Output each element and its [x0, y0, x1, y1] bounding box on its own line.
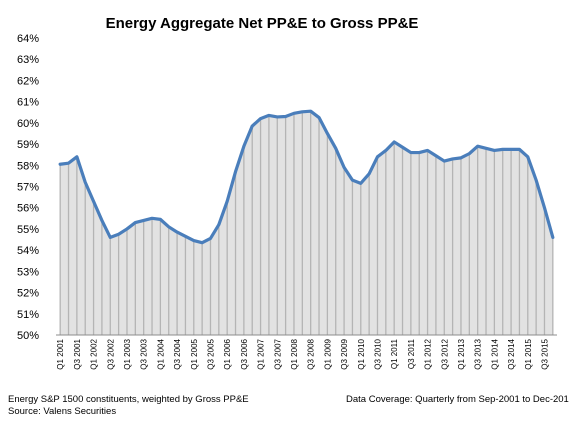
y-tick-label: 60%	[17, 118, 39, 130]
y-tick-label: 63%	[17, 54, 39, 66]
y-tick-label: 50%	[17, 330, 39, 342]
x-tick-label: Q3 2015	[540, 338, 549, 369]
y-tick-label: 54%	[17, 245, 39, 257]
x-tick-label: Q1 2012	[424, 338, 433, 369]
y-tick-label: 59%	[17, 139, 39, 151]
y-tick-label: 55%	[17, 224, 39, 236]
y-tick-label: 61%	[17, 97, 39, 109]
x-tick-label: Q1 2004	[156, 338, 165, 369]
x-tick-label: Q3 2006	[240, 338, 249, 369]
y-axis-labels: 64% 63% 62% 61% 60% 59% 58% 57% 56% 55% 54% 53% 52% 5…	[17, 33, 39, 342]
x-tick-label: Q1 2009	[323, 338, 332, 369]
series-line	[58, 109, 555, 245]
x-tick-label: Q3 2011	[407, 338, 416, 369]
chart: Energy Aggregate Net PP&E to Gross PP&E …	[17, 15, 557, 370]
y-tick-label: 62%	[17, 75, 39, 87]
y-tick-label: 58%	[17, 160, 39, 172]
chart-title: Energy Aggregate Net PP&E to Gross PP&E	[106, 15, 419, 32]
x-tick-label: Q3 2007	[273, 338, 282, 369]
x-tick-label: Q1 2001	[56, 338, 65, 369]
footnote-constituents: Energy S&P 1500 constituents, weighted b…	[8, 394, 249, 405]
x-tick-label: Q1 2013	[457, 338, 466, 369]
x-tick-label: Q3 2009	[340, 338, 349, 369]
x-tick-label: Q1 2011	[390, 338, 399, 369]
x-tick-label: Q3 2010	[373, 338, 382, 369]
y-tick-label: 52%	[17, 288, 39, 300]
y-tick-label: 51%	[17, 309, 39, 321]
x-tick-label: Q3 2005	[206, 338, 215, 369]
x-tick-label: Q3 2003	[140, 338, 149, 369]
y-tick-label: 57%	[17, 182, 39, 194]
footnote-data-coverage: Data Coverage: Quarterly from Sep-2001 t…	[346, 394, 569, 405]
footnote-left: Energy S&P 1500 constituents, weighted b…	[8, 394, 249, 418]
x-tick-label: Q3 2014	[507, 338, 516, 369]
x-axis-labels: Q1 2001 Q3 2001 Q1 2002 Q3 2002 Q1 2003 Q3 20…	[56, 338, 549, 369]
area-vertical-lines	[59, 111, 554, 335]
x-tick-label: Q3 2002	[106, 338, 115, 369]
x-tick-label: Q1 2008	[290, 338, 299, 369]
y-tick-label: 64%	[17, 33, 39, 45]
x-tick-label: Q3 2013	[474, 338, 483, 369]
area-fill	[60, 111, 553, 335]
x-tick-label: Q3 2008	[307, 338, 316, 369]
x-tick-label: Q1 2002	[90, 338, 99, 369]
footnote-source: Source: Valens Securities	[8, 406, 117, 417]
x-tick-label: Q3 2004	[173, 338, 182, 369]
x-tick-label: Q1 2007	[257, 338, 266, 369]
x-tick-label: Q1 2015	[524, 338, 533, 369]
x-tick-label: Q1 2010	[357, 338, 366, 369]
x-tick-label: Q3 2001	[73, 338, 82, 369]
y-tick-label: 53%	[17, 266, 39, 278]
x-tick-label: Q3 2012	[440, 338, 449, 369]
x-tick-label: Q1 2005	[190, 338, 199, 369]
x-tick-label: Q1 2006	[223, 338, 232, 369]
x-tick-label: Q1 2003	[123, 338, 132, 369]
y-tick-label: 56%	[17, 203, 39, 215]
series-line-path	[58, 109, 555, 245]
x-tick-label: Q1 2014	[490, 338, 499, 369]
area-fill-path	[60, 111, 553, 335]
